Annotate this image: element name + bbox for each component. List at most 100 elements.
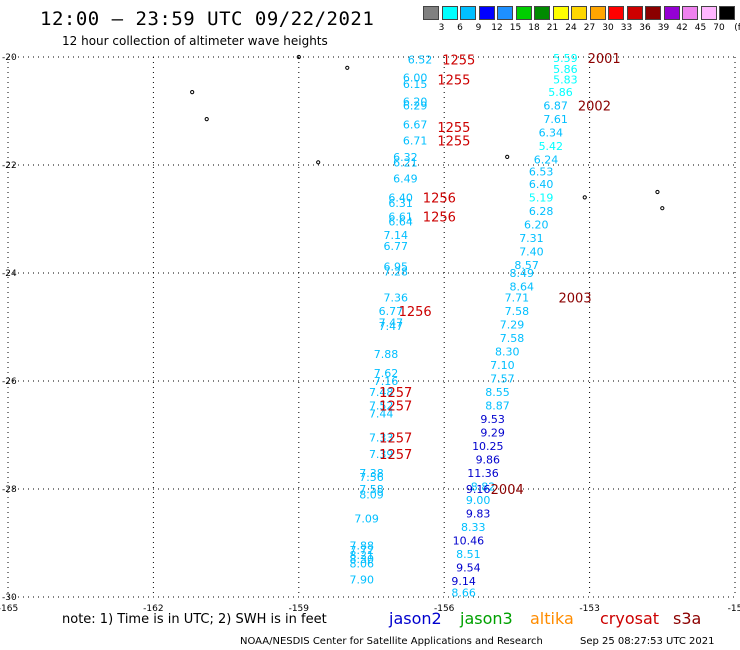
wave-height-value: 8.30: [350, 553, 375, 566]
wave-height-value: 6.28: [529, 205, 554, 218]
satellite-name: altika: [530, 609, 574, 628]
wave-height-value: 7.71: [505, 291, 530, 304]
wave-height-value: 7.44: [369, 407, 394, 420]
y-tick-label: -24: [2, 269, 17, 279]
wave-height-value: 5.83: [553, 74, 578, 87]
wave-height-value: 7.88: [374, 348, 399, 361]
legend-label: 3: [438, 23, 445, 33]
x-tick-label: -15: [728, 604, 740, 614]
wave-height-value: 7.88: [350, 540, 375, 553]
legend-label: 12: [491, 23, 503, 33]
track-id-label: 1257: [379, 386, 412, 401]
wave-height-value: 6.24: [534, 154, 559, 167]
wave-height-value: 7.58: [500, 332, 525, 345]
y-tick-label: -20: [2, 53, 17, 63]
wave-height-value: 7.14: [383, 229, 408, 242]
legend-swatch: [478, 6, 495, 20]
wave-height-value: 7.39: [369, 448, 394, 461]
x-tick-label: -165: [0, 604, 18, 614]
legend-swatch: [571, 6, 587, 20]
wave-height-value: 8.82: [471, 480, 496, 493]
wave-height-value: 8.51: [456, 548, 481, 561]
legend-swatch: [515, 6, 532, 20]
legend-label: 36: [639, 23, 651, 33]
wave-height-value: 7.16: [374, 375, 399, 388]
wave-height-value: 6.32: [393, 151, 418, 164]
legend-swatch: [534, 6, 550, 20]
legend-swatch: [460, 6, 476, 20]
y-tick-label: -30: [2, 593, 17, 603]
legend-label: 18: [528, 23, 540, 33]
wave-height-value: 6.77: [383, 240, 408, 253]
track-id-label: 2004: [491, 483, 524, 498]
track-id-label: 1256: [399, 305, 432, 320]
legend-swatch: [423, 6, 439, 20]
y-tick-label: -22: [2, 161, 17, 171]
wave-height-value: 7.47: [379, 317, 404, 330]
track-id-label: 1257: [379, 448, 412, 463]
wave-height-value: 11.36: [467, 467, 499, 480]
legend-label: 39: [657, 23, 670, 33]
satellite-name: jason3: [460, 609, 513, 628]
wave-height-value: 8.55: [485, 386, 510, 399]
legend-label: 6: [457, 23, 463, 33]
legend-label: 9: [475, 23, 482, 33]
x-tick-label: -162: [143, 604, 163, 614]
wave-height-value: 5.86: [553, 63, 578, 76]
legend-swatch: [682, 6, 698, 20]
island-marker: [582, 195, 587, 200]
wave-height-value: 7.57: [490, 372, 515, 385]
wave-height-value: 8.66: [451, 587, 476, 600]
wave-height-value: 6.20: [524, 218, 549, 231]
island-marker: [345, 65, 350, 70]
wave-height-value: 7.33: [369, 432, 394, 445]
wave-height-value: 6.29: [403, 100, 428, 113]
wave-height-value: 6.71: [403, 135, 428, 148]
wave-height-value: 7.61: [543, 113, 568, 126]
legend-label: (ft): [734, 23, 740, 33]
legend-label: 42: [676, 23, 688, 33]
wave-height-value: 6.87: [543, 100, 568, 113]
track-id-label: 1256: [423, 191, 456, 206]
y-tick-label: -28: [2, 485, 17, 495]
wave-height-value: 5.59: [553, 52, 578, 65]
legend-label: 27: [583, 23, 596, 33]
wave-height-value: 6.52: [408, 54, 433, 67]
legend-label: 15: [509, 23, 522, 33]
wave-height-value: 6.64: [388, 216, 413, 229]
wave-height-value: 8.33: [461, 521, 486, 534]
wave-height-value: 9.83: [466, 507, 491, 520]
wave-height-value: 8.21: [350, 549, 375, 562]
wave-height-value: 7.47: [379, 320, 404, 333]
wave-height-value: 6.34: [539, 127, 564, 140]
wave-height-value: 9.54: [456, 561, 481, 574]
wave-height-value: 7.52: [369, 399, 394, 412]
legend-swatch: [700, 6, 717, 20]
track-id-label: 1255: [437, 135, 470, 150]
wave-height-value: 8.30: [495, 345, 520, 358]
wave-height-value: 5.42: [539, 140, 564, 153]
track-id-label: 1255: [442, 54, 475, 69]
wave-height-value: 9.00: [466, 494, 491, 507]
legend-swatch: [719, 6, 735, 20]
legend-label: 70: [713, 23, 725, 33]
legend-swatch: [552, 6, 569, 20]
wave-height-value: 7.48: [369, 386, 394, 399]
wave-height-value: 7.09: [354, 513, 379, 526]
satellite-name: cryosat: [600, 609, 660, 628]
legend-label: 45: [694, 23, 707, 33]
wave-height-value: 7.29: [500, 318, 525, 331]
satellite-name: s3a: [673, 609, 702, 628]
legend-swatch: [626, 6, 643, 20]
wave-height-value: 6.40: [388, 191, 413, 204]
wave-height-value: 5.19: [529, 191, 554, 204]
legend-swatch: [608, 6, 624, 20]
island-marker: [204, 117, 209, 122]
legend-label: 21: [546, 23, 559, 33]
footer-note: note: 1) Time is in UTC; 2) SWH is in fe…: [62, 612, 327, 627]
wave-height-value: 8.06: [350, 558, 375, 571]
wave-height-value: 6.20: [403, 95, 428, 108]
wave-height-value: 7.72: [350, 544, 375, 557]
wave-height-value: 8.49: [509, 267, 534, 280]
wave-height-value: 7.36: [383, 291, 408, 304]
